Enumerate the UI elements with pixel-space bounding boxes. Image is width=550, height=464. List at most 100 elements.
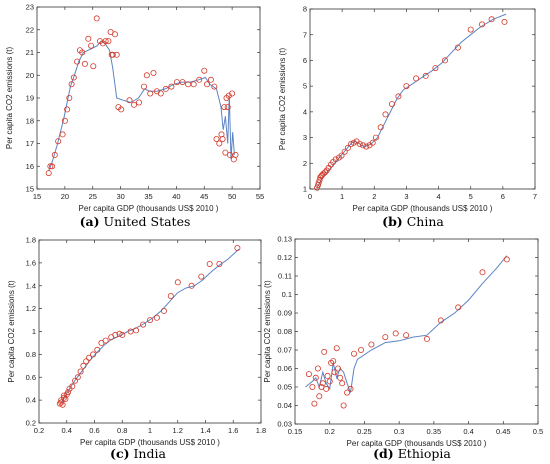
panel-c: (c) India 0.2 0.4 0.6 0.8 1 1.2 1.4 1.6 1.8 0.2 0.… [7,236,266,461]
y-axis-label: Per capita CO2 emissions (t) [263,280,272,383]
data-point [133,327,140,334]
data-point [340,402,347,409]
data-point [90,351,97,358]
data-point [323,385,330,392]
data-point [319,380,326,387]
data-point [219,135,226,142]
data-point [234,244,241,251]
data-point [64,106,71,113]
data-point [112,31,119,38]
y-tick-label: 18 [26,116,34,125]
y-axis-label: Per capita CO2 emissions (t) [7,280,16,383]
y-tick-label: 19 [26,94,34,103]
data-point [49,163,56,170]
data-point [190,81,197,88]
data-point [382,334,389,341]
x-tick-label: 20 [61,192,69,201]
data-point [188,282,195,289]
x-axis-label: Per capita GDP (thousands US$ 2010 ) [347,439,487,448]
data-point [207,76,214,83]
data-point [211,83,218,90]
y-tick-label: 1 [303,185,307,194]
plot-frame [36,6,261,190]
x-tick-label: 3 [404,192,408,201]
data-point [90,63,97,70]
data-point [229,90,236,97]
data-point [61,392,68,399]
data-point [143,72,150,79]
data-point [312,374,319,381]
x-tick-label: 5 [469,192,473,201]
y-tick-label: 0.1 [282,290,292,299]
y-tick-label: 1.6 [26,258,36,267]
data-point [93,15,100,22]
x-tick-label: 0 [308,192,312,201]
data-point [69,383,76,390]
data-point [488,16,495,23]
data-point [221,104,228,111]
data-point [140,321,147,328]
data-point [150,70,157,77]
x-tick-label: 1.2 [173,426,183,435]
y-tick-label: 0.11 [278,272,292,281]
data-point [81,60,88,67]
data-point [331,369,338,376]
plot-frame [309,8,536,190]
x-tick-label: 0.15 [288,427,303,436]
x-axis-label: Per capita GDP (thousands US$ 2010 ) [353,204,493,213]
y-tick-label: 1 [32,327,36,336]
data-point [160,307,167,314]
x-tick-label: 0.4 [463,427,473,436]
data-point [388,101,395,108]
x-axis-label: Per capita GDP (thousands US$ 2010 ) [79,204,219,213]
x-tick-label: 35 [144,192,152,201]
x-tick-label: 0.2 [324,427,334,436]
y-tick-label: 17 [26,139,34,148]
data-point [423,335,430,342]
x-tick-label: 2 [372,192,376,201]
data-point [432,65,439,72]
data-point [157,90,164,97]
data-point [88,42,95,49]
data-point [206,260,213,267]
data-point [85,35,92,42]
data-point [77,368,84,375]
y-tick-label: 7 [303,30,307,39]
y-tick-label: 3 [303,133,307,142]
data-point [70,74,77,81]
data-point [321,348,328,355]
data-point [357,346,364,353]
y-tick-label: 22 [26,25,34,34]
data-point [140,83,147,90]
data-point [56,400,63,407]
y-tick-label: 16 [26,162,34,171]
data-point [146,317,153,324]
x-tick-label: 25 [89,192,97,201]
data-point [201,67,208,74]
data-point [232,151,239,158]
data-point [359,142,366,149]
data-point [218,131,225,138]
data-point [315,179,322,186]
y-tick-label: 0.6 [26,373,36,382]
x-tick-label: 1.6 [228,426,238,435]
data-point [127,328,134,335]
x-tick-label: 0.4 [62,426,72,435]
data-point [316,176,323,183]
data-point [126,97,133,104]
y-tick-label: 6 [303,56,307,65]
y-tick-label: 4 [303,107,307,116]
data-point [441,57,448,64]
data-point [135,99,142,106]
data-point [116,330,123,337]
data-point [79,49,86,56]
data-point [328,359,335,366]
data-point [330,358,337,365]
data-point [55,138,62,145]
data-point [478,21,485,28]
data-point [324,372,331,379]
data-point [503,256,510,263]
fit-line [305,255,508,393]
data-point [326,378,333,385]
